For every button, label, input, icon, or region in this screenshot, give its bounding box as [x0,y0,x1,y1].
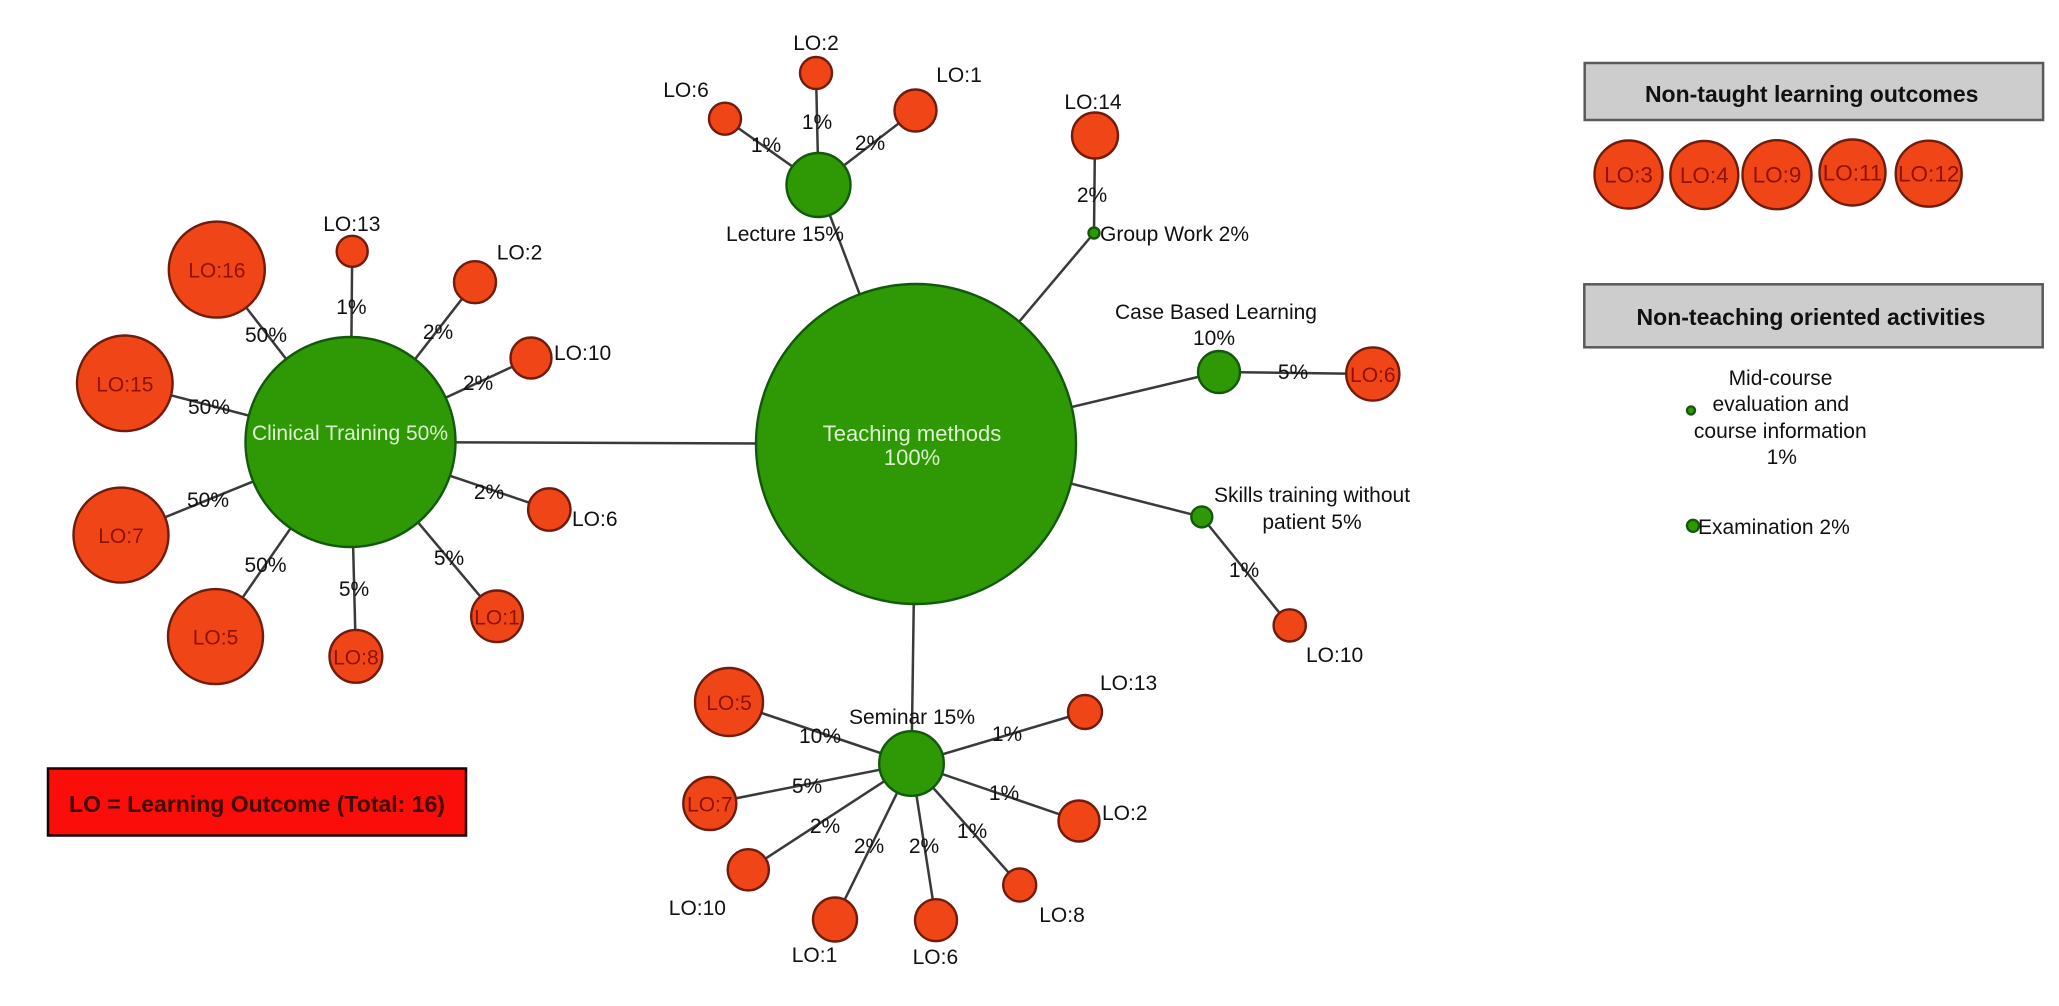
svg-text:10%: 10% [1193,327,1235,350]
svg-text:course information: course information [1694,420,1867,443]
svg-text:LO:3: LO:3 [1604,163,1653,188]
svg-text:1%: 1% [1767,446,1797,469]
svg-text:1%: 1% [989,782,1019,805]
svg-text:2%: 2% [474,481,504,504]
svg-text:1%: 1% [1229,559,1259,582]
svg-text:5%: 5% [1278,361,1308,384]
svg-text:LO = Learning Outcome (Total:: LO = Learning Outcome (Total: 16) [69,791,445,817]
svg-text:Case Based Learning: Case Based Learning [1115,301,1317,324]
svg-text:Group Work 2%: Group Work 2% [1100,223,1249,246]
svg-text:LO:6: LO:6 [572,508,618,531]
svg-text:2%: 2% [854,835,884,858]
svg-text:1%: 1% [802,111,832,134]
svg-text:2%: 2% [855,132,885,155]
svg-text:LO:10: LO:10 [669,897,726,920]
svg-text:50%: 50% [187,489,229,512]
svg-text:LO:1: LO:1 [936,64,982,87]
svg-text:Non-taught learning outcomes: Non-taught learning outcomes [1645,81,1979,107]
svg-text:Skills training without: Skills training without [1214,484,1410,507]
svg-text:LO:5: LO:5 [193,627,239,650]
svg-text:2%: 2% [423,321,453,344]
svg-text:LO:6: LO:6 [913,946,959,969]
svg-text:Seminar 15%: Seminar 15% [849,706,975,729]
svg-text:LO:7: LO:7 [98,525,144,548]
svg-text:50%: 50% [244,554,286,577]
svg-text:Teaching methods: Teaching methods [823,421,1002,446]
svg-text:LO:11: LO:11 [1823,161,1883,186]
svg-text:LO:9: LO:9 [1753,163,1802,188]
svg-text:LO:10: LO:10 [554,342,611,365]
svg-text:LO:13: LO:13 [323,213,380,236]
svg-text:2%: 2% [1077,184,1107,207]
svg-text:LO:2: LO:2 [1102,802,1148,825]
svg-text:2%: 2% [810,815,840,838]
svg-text:10%: 10% [799,725,841,748]
svg-text:5%: 5% [434,547,464,570]
svg-text:5%: 5% [792,775,822,798]
svg-text:1%: 1% [992,723,1022,746]
svg-text:LO:6: LO:6 [663,79,709,102]
svg-text:2%: 2% [463,372,493,395]
svg-text:1%: 1% [751,134,781,157]
svg-text:LO:4: LO:4 [1680,163,1729,188]
svg-text:LO:2: LO:2 [497,242,543,265]
svg-text:evaluation and: evaluation and [1712,393,1849,416]
svg-text:LO:8: LO:8 [333,646,379,669]
svg-text:LO:5: LO:5 [706,692,752,715]
svg-text:LO:15: LO:15 [96,373,153,396]
svg-text:LO:14: LO:14 [1064,91,1122,114]
svg-text:1%: 1% [957,820,987,843]
svg-text:LO:1: LO:1 [474,606,520,629]
svg-text:Clinical Training 50%: Clinical Training 50% [252,422,448,445]
svg-text:LO:16: LO:16 [188,260,245,283]
svg-text:5%: 5% [339,578,369,601]
svg-text:50%: 50% [245,324,287,347]
svg-text:LO:7: LO:7 [687,794,733,817]
svg-text:LO:13: LO:13 [1100,672,1157,695]
svg-text:patient 5%: patient 5% [1262,511,1361,534]
svg-text:Mid-course: Mid-course [1729,367,1833,390]
svg-text:LO:12: LO:12 [1898,162,1959,187]
svg-text:LO:8: LO:8 [1039,904,1085,927]
svg-text:LO:6: LO:6 [1350,364,1396,387]
svg-text:Non-teaching oriented activiti: Non-teaching oriented activities [1637,304,1986,330]
svg-text:Lecture 15%: Lecture 15% [726,223,844,246]
svg-text:LO:2: LO:2 [793,32,839,55]
svg-text:1%: 1% [336,296,366,319]
svg-text:Examination 2%: Examination 2% [1698,516,1850,539]
svg-text:100%: 100% [884,445,940,470]
svg-text:2%: 2% [909,835,939,858]
svg-text:50%: 50% [188,396,230,419]
svg-text:LO:1: LO:1 [792,944,838,967]
svg-text:LO:10: LO:10 [1306,644,1363,667]
